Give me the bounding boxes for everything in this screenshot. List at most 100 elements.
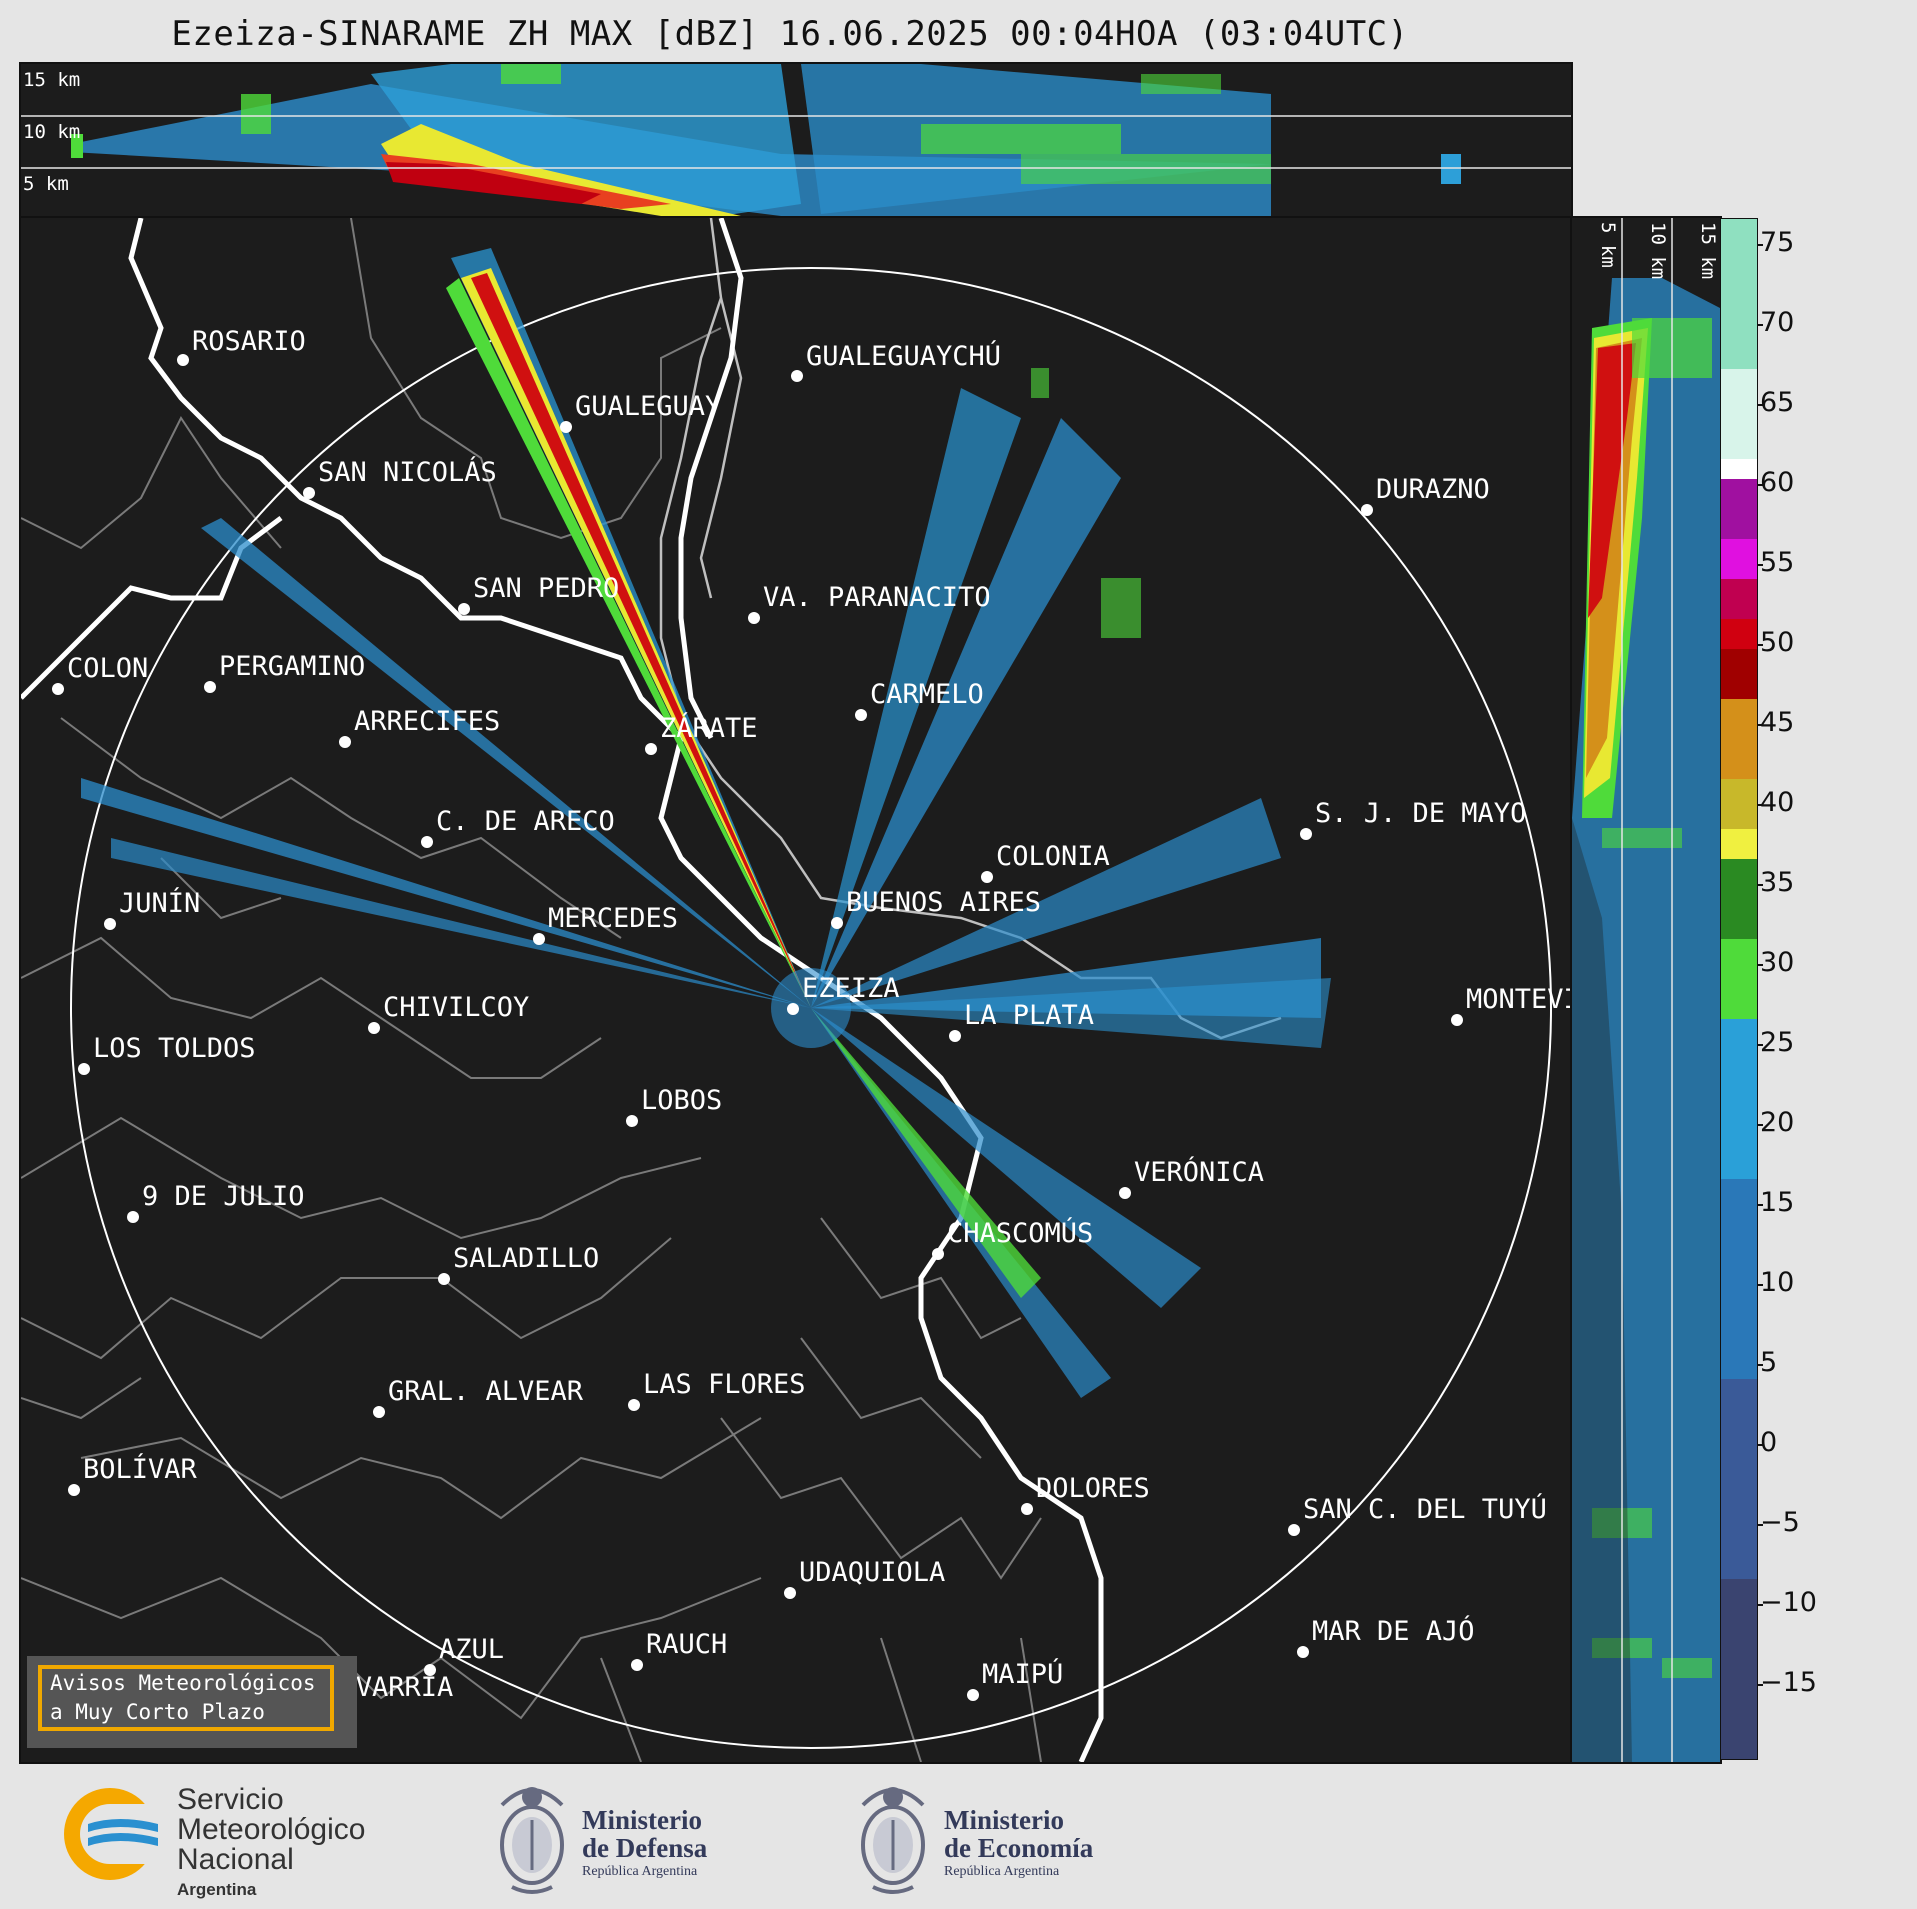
smn-logo-icon bbox=[64, 1788, 170, 1880]
range-ring-240km bbox=[70, 267, 1552, 1749]
colorbar-tick: −15 bbox=[1760, 1667, 1817, 1698]
colorbar-tick: 40 bbox=[1760, 787, 1795, 818]
economia-line-3: República Argentina bbox=[944, 1864, 1060, 1879]
colorbar-tick: 10 bbox=[1760, 1267, 1795, 1298]
city-label: 9 DE JULIO bbox=[142, 1181, 305, 1212]
radar-site-marker bbox=[787, 1003, 799, 1015]
city-marker bbox=[932, 1248, 944, 1260]
city-label: MAIPÚ bbox=[982, 1658, 1063, 1690]
city-marker bbox=[981, 871, 993, 883]
colorbar-tick: 45 bbox=[1760, 707, 1795, 738]
city-label: LOS TOLDOS bbox=[93, 1033, 256, 1064]
city-labels: ROSARIO GUALEGUAYCHÚ GUALEGUAY SAN NICOL… bbox=[52, 326, 1571, 1714]
colorbar-tick-mark bbox=[1757, 1444, 1763, 1446]
colorbar-tick-mark bbox=[1757, 1124, 1763, 1126]
city-label: PERGAMINO bbox=[219, 651, 365, 682]
economia-line-2: de Economía bbox=[944, 1833, 1094, 1863]
top-height-label-10: 10 km bbox=[23, 121, 80, 143]
city-marker bbox=[68, 1484, 80, 1496]
city-label: ZÁRATE bbox=[660, 712, 758, 744]
smn-name: Servicio Meteorológico Nacional Argentin… bbox=[177, 1785, 365, 1905]
radar-map[interactable]: ROSARIO GUALEGUAYCHÚ GUALEGUAY SAN NICOL… bbox=[21, 218, 1571, 1762]
colorbar-gradient bbox=[1721, 219, 1757, 1759]
city-label: SAN C. DEL TUYÚ bbox=[1303, 1493, 1547, 1525]
city-label: CARMELO bbox=[870, 679, 984, 710]
colorbar-tick-mark bbox=[1757, 1524, 1763, 1526]
side-height-panel: 5 km 10 km 15 km bbox=[1570, 216, 1722, 1764]
smn-line-4: Argentina bbox=[177, 1880, 257, 1899]
city-marker bbox=[339, 736, 351, 748]
city-label: SALADILLO bbox=[453, 1243, 599, 1274]
colorbar-tick: 30 bbox=[1760, 947, 1795, 978]
colorbar-tick-mark bbox=[1757, 1044, 1763, 1046]
city-label: SAN PEDRO bbox=[473, 573, 619, 604]
warning-box[interactable]: Avisos Meteorológicos a Muy Corto Plazo bbox=[27, 1656, 357, 1748]
city-label: JUNÍN bbox=[119, 887, 200, 919]
side-height-label-5: 5 km bbox=[1597, 222, 1619, 268]
city-marker bbox=[52, 683, 64, 695]
warning-link[interactable]: Avisos Meteorológicos a Muy Corto Plazo bbox=[38, 1665, 334, 1731]
city-marker bbox=[1300, 828, 1312, 840]
admin-borders bbox=[21, 218, 1042, 1762]
city-marker bbox=[645, 743, 657, 755]
city-marker bbox=[628, 1399, 640, 1411]
city-label: LAS FLORES bbox=[643, 1369, 806, 1400]
coat-of-arms-icon bbox=[500, 1787, 564, 1894]
coat-of-arms-icon bbox=[861, 1787, 925, 1894]
city-label: RAUCH bbox=[646, 1629, 727, 1660]
city-label: C. DE ARECO bbox=[436, 806, 615, 837]
warning-line-1: Avisos Meteorológicos bbox=[50, 1671, 316, 1695]
colorbar-tick: 35 bbox=[1760, 867, 1795, 898]
city-marker bbox=[1297, 1646, 1309, 1658]
economia-name: Ministerio de Economía República Argenti… bbox=[944, 1806, 1093, 1882]
side-height-label-10: 10 km bbox=[1647, 222, 1669, 279]
city-label: VA. PARANACITO bbox=[763, 582, 991, 613]
colorbar-tick: 0 bbox=[1760, 1427, 1778, 1458]
smn-logo bbox=[58, 1784, 170, 1888]
city-label: GUALEGUAY bbox=[575, 391, 721, 422]
city-marker bbox=[631, 1659, 643, 1671]
colorbar-tick: 75 bbox=[1760, 227, 1795, 258]
smn-line-3: Nacional bbox=[177, 1843, 294, 1876]
colorbar-tick-mark bbox=[1757, 884, 1763, 886]
reflectivity-field bbox=[81, 248, 1331, 1398]
city-marker bbox=[421, 836, 433, 848]
colorbar-tick-mark bbox=[1757, 1204, 1763, 1206]
chart-title: Ezeiza-SINARAME ZH MAX [dBZ] 16.06.2025 … bbox=[171, 14, 1409, 54]
city-label: AZUL bbox=[439, 1634, 504, 1665]
city-marker bbox=[458, 603, 470, 615]
colorbar-tick-mark bbox=[1757, 404, 1763, 406]
colorbar-tick: 60 bbox=[1760, 467, 1795, 498]
side-height-cross-section: 5 km 10 km 15 km bbox=[1572, 218, 1720, 1762]
defensa-name: Ministerio de Defensa República Argentin… bbox=[582, 1806, 707, 1882]
city-marker bbox=[368, 1022, 380, 1034]
city-label: ARRECIFES bbox=[354, 706, 500, 737]
city-marker bbox=[533, 933, 545, 945]
reflectivity-colorbar bbox=[1720, 218, 1758, 1760]
city-label: MAR DE AJÓ bbox=[1312, 1615, 1475, 1647]
city-label: VERÓNICA bbox=[1134, 1156, 1264, 1188]
colorbar-tick-mark bbox=[1757, 964, 1763, 966]
city-marker bbox=[560, 421, 572, 433]
city-marker bbox=[1451, 1014, 1463, 1026]
colorbar-tick: 5 bbox=[1760, 1347, 1778, 1378]
city-label: CHIVILCOY bbox=[383, 992, 529, 1023]
colorbar-tick: −10 bbox=[1760, 1587, 1817, 1618]
city-label: BUENOS AIRES bbox=[846, 887, 1041, 918]
defensa-line-2: de Defensa bbox=[582, 1833, 708, 1863]
colorbar-tick-mark bbox=[1757, 1684, 1763, 1686]
warning-line-2: a Muy Corto Plazo bbox=[50, 1700, 265, 1724]
colorbar-tick-mark bbox=[1757, 324, 1763, 326]
colorbar-tick: 70 bbox=[1760, 307, 1795, 338]
economia-line-1: Ministerio bbox=[944, 1805, 1064, 1835]
colorbar-tick: 50 bbox=[1760, 627, 1795, 658]
city-marker bbox=[748, 612, 760, 624]
colorbar-tick-mark bbox=[1757, 244, 1763, 246]
city-marker bbox=[127, 1211, 139, 1223]
city-marker bbox=[967, 1689, 979, 1701]
city-marker bbox=[831, 917, 843, 929]
city-marker bbox=[855, 709, 867, 721]
radar-map-panel[interactable]: ROSARIO GUALEGUAYCHÚ GUALEGUAY SAN NICOL… bbox=[19, 216, 1573, 1764]
city-label: GUALEGUAYCHÚ bbox=[806, 340, 1001, 372]
city-marker bbox=[791, 370, 803, 382]
